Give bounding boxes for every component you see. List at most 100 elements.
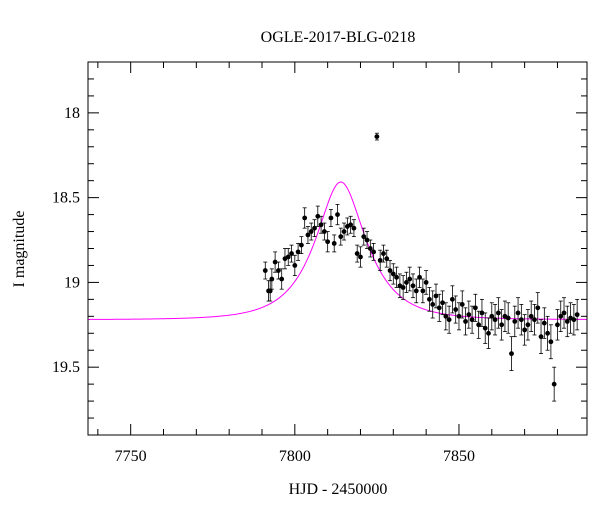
data-point [440,290,445,316]
data-point [466,300,472,329]
data-point [400,275,406,300]
point-marker [381,251,386,256]
data-point [298,236,304,254]
point-marker [456,313,462,319]
data-point [489,302,495,331]
data-point [463,307,468,336]
data-point [545,315,551,351]
point-marker [522,327,528,333]
point-marker [463,319,468,324]
data-point [512,305,518,338]
point-marker [518,317,524,323]
data-point [574,298,580,331]
data-point [321,222,327,241]
data-point [558,300,564,332]
point-marker [338,234,344,240]
point-marker [525,322,531,328]
data-point [315,205,321,227]
point-marker [535,305,541,311]
point-marker [374,134,380,140]
point-marker [430,302,436,307]
point-marker [384,256,390,262]
data-point [522,314,528,346]
y-tick-label: 19.5 [52,359,80,376]
point-marker [358,254,363,260]
point-marker [551,381,557,387]
data-point [551,366,557,402]
axis-ticks: 7750 7800 7850 18 18.5 19 19.5 [52,61,587,465]
data-point [262,261,268,280]
point-marker [512,319,518,324]
data-point [469,305,475,334]
point-marker [489,313,495,319]
point-marker [571,317,577,323]
data-point [571,304,577,336]
point-marker [321,229,327,234]
point-marker [410,283,416,289]
point-marker [276,268,281,273]
point-marker [499,322,505,328]
data-point [476,310,482,339]
point-marker [466,312,472,318]
plot-frame [87,61,588,436]
point-marker [459,302,465,307]
data-point [269,268,275,290]
point-marker [289,251,294,256]
data-point [492,304,498,336]
data-point [417,266,422,288]
data-point [413,278,419,304]
data-point [292,254,298,277]
data-point [361,227,367,246]
y-tick-label: 18 [64,105,80,122]
data-point [404,271,409,293]
data-point [377,249,383,271]
data-point [374,132,380,141]
data-point [564,305,570,338]
data-points-layer [262,132,580,402]
point-marker [469,317,475,323]
point-marker [318,222,324,228]
point-marker [295,249,301,255]
x-tick-label: 7750 [115,448,147,465]
point-marker [541,320,547,326]
data-point [338,227,344,246]
point-marker [509,351,514,357]
data-point [427,287,432,312]
data-point [387,259,393,282]
point-marker [548,339,554,345]
point-marker [364,237,370,243]
data-point [472,293,478,322]
data-point [318,215,324,234]
point-marker [515,310,521,316]
point-marker [555,322,560,328]
data-point [499,309,505,341]
data-point [328,209,334,227]
y-axis-label: I magnitude [11,211,28,288]
point-marker [328,215,334,221]
point-marker [394,274,399,280]
data-point [446,305,452,334]
point-marker [479,310,485,316]
data-point [515,297,521,329]
data-point [302,207,308,229]
point-marker [453,307,459,312]
point-marker [472,305,478,311]
point-marker [354,251,360,256]
data-point [486,317,491,349]
point-marker [532,317,537,323]
data-point [423,270,429,295]
point-marker [400,285,406,290]
data-point [453,295,459,324]
data-point [541,307,547,339]
data-point [308,222,314,241]
data-point [285,248,291,266]
x-tick-label: 7850 [443,448,475,465]
point-marker [495,310,501,316]
data-point [538,319,544,355]
point-marker [262,268,268,273]
point-marker [308,229,314,234]
point-marker [413,288,419,294]
point-marker [407,276,413,282]
point-marker [387,268,393,273]
